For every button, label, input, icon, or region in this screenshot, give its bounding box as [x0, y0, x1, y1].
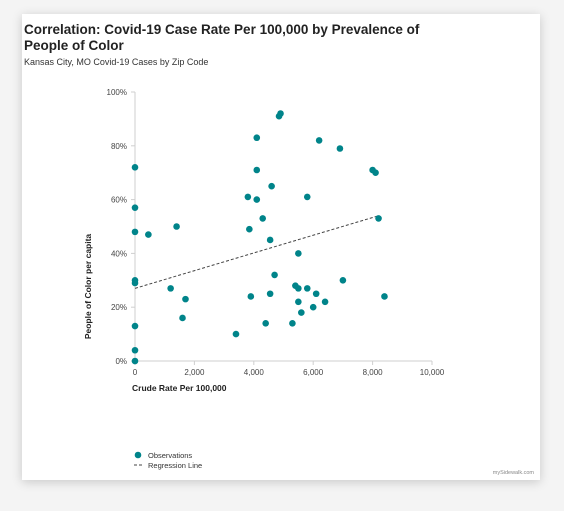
data-point [295, 298, 302, 306]
y-tick-label: 60% [111, 196, 127, 205]
data-point [131, 204, 139, 211]
data-point [321, 298, 329, 306]
data-point [232, 330, 240, 338]
data-point [298, 309, 305, 316]
data-point [145, 231, 152, 238]
y-tick-label: 40% [111, 249, 127, 258]
x-tick-label: 8,000 [363, 368, 384, 377]
chart-subtitle: Kansas City, MO Covid-19 Cases by Zip Co… [24, 57, 209, 67]
regression-line [134, 215, 379, 289]
data-point [131, 322, 139, 330]
x-tick-label: 4,000 [244, 368, 265, 377]
data-point [244, 193, 252, 201]
x-tick-label: 0 [133, 368, 138, 377]
data-point [131, 279, 139, 287]
data-point [182, 295, 189, 303]
data-point [131, 164, 139, 171]
legend-observations-marker [134, 451, 142, 459]
data-point [266, 290, 274, 298]
y-tick-label: 20% [111, 303, 127, 312]
x-axis-title: Crude Rate Per 100,000 [132, 383, 227, 393]
data-point [268, 182, 275, 190]
data-point [131, 357, 139, 365]
data-point [339, 277, 347, 284]
data-point [262, 320, 269, 327]
y-tick-label: 100% [107, 88, 127, 97]
data-point [303, 285, 311, 292]
x-tick-label: 6,000 [303, 368, 324, 377]
data-point [253, 134, 261, 142]
data-point [375, 215, 382, 222]
chart-card: Correlation: Covid-19 Case Rate Per 100,… [22, 14, 540, 480]
data-point [131, 346, 139, 354]
data-point [247, 293, 255, 300]
data-point [295, 250, 302, 257]
data-point [289, 320, 296, 327]
data-point [173, 223, 180, 230]
legend-observations-label: Observations [148, 451, 192, 460]
data-point [253, 166, 261, 174]
data-point [271, 271, 278, 279]
scatter-chart: 0% 20% 40% 60% 80% 100% 0 2,000 4,000 6,000 8,000 1… [83, 88, 445, 470]
data-point [309, 303, 317, 311]
x-tick-label: 2,000 [184, 368, 205, 377]
data-point [266, 236, 274, 244]
data-point [253, 196, 261, 203]
data-point [179, 314, 186, 322]
data-point [303, 193, 311, 201]
data-point [372, 169, 379, 176]
regression-layer [134, 215, 379, 289]
data-point [381, 293, 388, 300]
axes: 0% 20% 40% 60% 80% 100% 0 2,000 4,000 6,000 8,000 1… [83, 88, 445, 393]
data-point [246, 225, 253, 233]
data-point [295, 285, 302, 292]
data-point [277, 110, 284, 117]
data-point [131, 228, 139, 236]
data-point [336, 145, 344, 152]
credit-text: mySidewalk.com [492, 470, 534, 476]
y-axis-title: People of Color per capita [83, 234, 93, 340]
y-tick-label: 0% [115, 357, 127, 366]
x-tick-label: 10,000 [420, 368, 445, 377]
y-tick-label: 80% [111, 142, 127, 151]
data-point [315, 137, 323, 144]
legend-regression-label: Regression Line [148, 461, 202, 470]
data-point [259, 215, 267, 222]
points-layer [131, 110, 388, 365]
data-point [167, 285, 174, 292]
data-point [312, 290, 320, 298]
chart-title: Correlation: Covid-19 Case Rate Per 100,… [24, 22, 420, 53]
